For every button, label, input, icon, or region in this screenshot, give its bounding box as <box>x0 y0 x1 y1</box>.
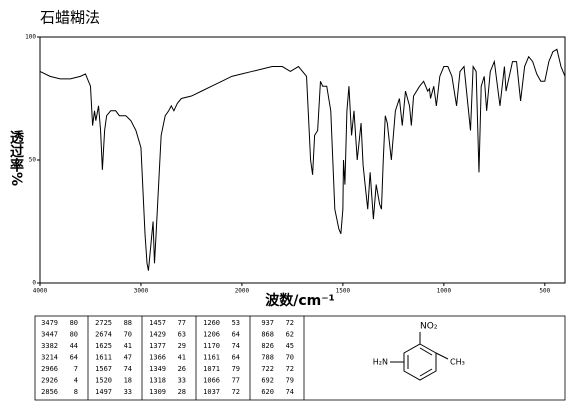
peak-wavenumber: 692 <box>261 377 274 385</box>
peak-wavenumber: 1161 <box>203 354 220 362</box>
peak-transmittance: 62 <box>286 331 294 339</box>
peak-transmittance: 45 <box>286 342 294 350</box>
structure-label: H₂N <box>373 358 388 367</box>
peak-wavenumber: 2966 <box>41 365 58 373</box>
peak-transmittance: 88 <box>124 319 132 327</box>
structure-label: NO₂ <box>420 322 438 332</box>
chart-title: 石蜡糊法 <box>40 9 100 27</box>
peak-transmittance: 53 <box>232 319 240 327</box>
peak-transmittance: 79 <box>286 377 294 385</box>
peak-wavenumber: 1611 <box>95 354 112 362</box>
peak-transmittance: 77 <box>178 319 186 327</box>
y-tick-label: 50 <box>29 157 37 164</box>
peak-wavenumber: 1625 <box>95 342 112 350</box>
peak-transmittance: 70 <box>286 354 294 362</box>
peak-wavenumber: 826 <box>261 342 274 350</box>
peak-wavenumber: 3382 <box>41 342 58 350</box>
peak-wavenumber: 2674 <box>95 331 112 339</box>
peak-wavenumber: 1071 <box>203 365 220 373</box>
peak-wavenumber: 3214 <box>41 354 58 362</box>
peak-wavenumber: 1366 <box>149 354 166 362</box>
y-axis-label: 透过率% <box>8 130 24 186</box>
peak-transmittance: 70 <box>124 331 132 339</box>
peak-wavenumber: 1429 <box>149 331 166 339</box>
peak-transmittance: 4 <box>74 377 78 385</box>
peak-wavenumber: 2926 <box>41 377 58 385</box>
peak-wavenumber: 1567 <box>95 365 112 373</box>
x-tick-label: 1000 <box>437 288 452 295</box>
peak-transmittance: 72 <box>232 388 240 396</box>
peak-transmittance: 26 <box>178 365 186 373</box>
peak-transmittance: 33 <box>178 377 186 385</box>
peak-transmittance: 44 <box>70 342 78 350</box>
peak-transmittance: 41 <box>124 342 132 350</box>
peak-wavenumber: 1066 <box>203 377 220 385</box>
peak-wavenumber: 2725 <box>95 319 112 327</box>
peak-transmittance: 77 <box>232 377 240 385</box>
structure-drawing <box>390 332 449 381</box>
peak-wavenumber: 937 <box>261 319 274 327</box>
peak-transmittance: 47 <box>124 354 132 362</box>
y-tick-label: 100 <box>25 34 36 41</box>
peak-transmittance: 63 <box>178 331 186 339</box>
peak-wavenumber: 1170 <box>203 342 220 350</box>
peak-transmittance: 18 <box>124 377 132 385</box>
peak-transmittance: 74 <box>124 365 132 373</box>
peak-wavenumber: 1457 <box>149 319 166 327</box>
peak-wavenumber: 1206 <box>203 331 220 339</box>
peak-transmittance: 74 <box>232 342 240 350</box>
structure-label: CH₃ <box>450 358 465 367</box>
peak-wavenumber: 722 <box>261 365 274 373</box>
x-tick-label: 2000 <box>235 288 250 295</box>
peak-transmittance: 79 <box>232 365 240 373</box>
peak-wavenumber: 1037 <box>203 388 220 396</box>
peak-transmittance: 33 <box>124 388 132 396</box>
plot-frame <box>39 36 566 284</box>
peak-transmittance: 74 <box>286 388 294 396</box>
peak-wavenumber: 1349 <box>149 365 166 373</box>
peak-transmittance: 64 <box>70 354 78 362</box>
peak-transmittance: 41 <box>178 354 186 362</box>
peak-wavenumber: 868 <box>261 331 274 339</box>
x-tick-label: 3000 <box>134 288 149 295</box>
peak-transmittance: 7 <box>74 365 78 373</box>
peak-wavenumber: 1309 <box>149 388 166 396</box>
peak-wavenumber: 788 <box>261 354 274 362</box>
peak-wavenumber: 3447 <box>41 331 58 339</box>
peak-transmittance: 64 <box>232 354 240 362</box>
x-tick-label: 500 <box>539 288 550 295</box>
x-tick-label: 4000 <box>33 288 48 295</box>
y-tick-label: 0 <box>32 280 36 287</box>
peak-transmittance: 80 <box>70 331 78 339</box>
peak-wavenumber: 2856 <box>41 388 58 396</box>
peak-table-frame <box>34 315 566 401</box>
peak-wavenumber: 1377 <box>149 342 166 350</box>
peak-transmittance: 28 <box>178 388 186 396</box>
peak-wavenumber: 1260 <box>203 319 220 327</box>
spectrum-line <box>39 48 566 271</box>
peak-transmittance: 72 <box>286 365 294 373</box>
peak-wavenumber: 620 <box>261 388 274 396</box>
peak-transmittance: 72 <box>286 319 294 327</box>
peak-wavenumber: 3479 <box>41 319 58 327</box>
x-tick-label: 1500 <box>336 288 351 295</box>
peak-wavenumber: 1318 <box>149 377 166 385</box>
x-axis-label: 波数/cm⁻¹ <box>265 292 335 309</box>
peak-transmittance: 8 <box>74 388 78 396</box>
peak-transmittance: 29 <box>178 342 186 350</box>
peak-transmittance: 80 <box>70 319 78 327</box>
peak-transmittance: 64 <box>232 331 240 339</box>
peak-wavenumber: 1520 <box>95 377 112 385</box>
peak-wavenumber: 1497 <box>95 388 112 396</box>
